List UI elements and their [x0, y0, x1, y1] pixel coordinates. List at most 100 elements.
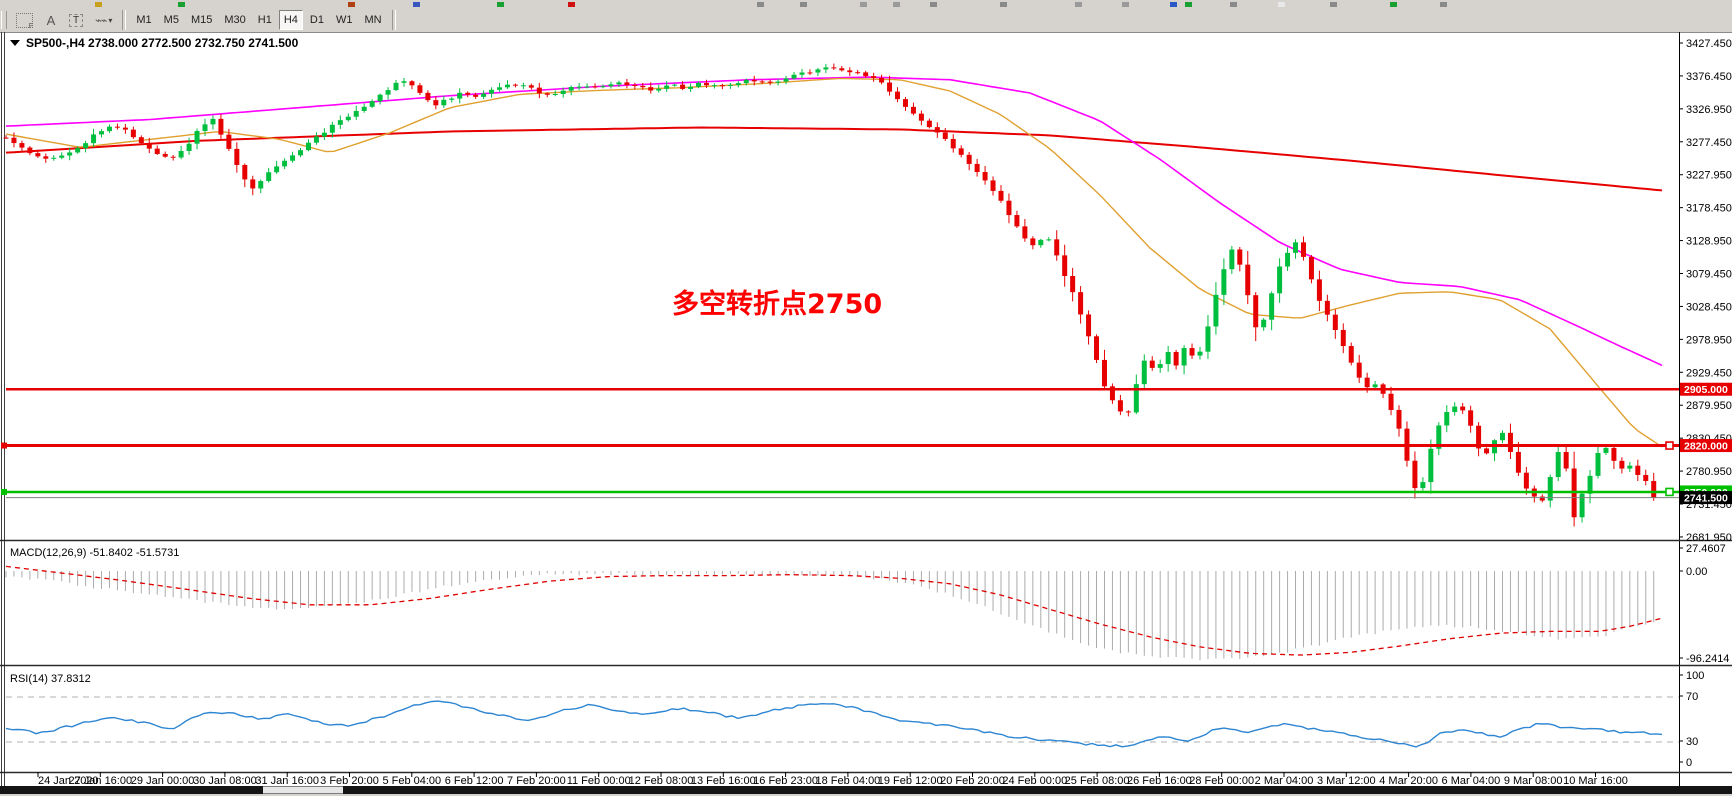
- level-handle-right[interactable]: [1665, 441, 1674, 450]
- time-axis-label[interactable]: 6 Feb 12:00: [445, 775, 504, 787]
- toolbar-icon-partial[interactable]: [95, 2, 102, 7]
- toolbar-icon-partial[interactable]: [1075, 2, 1082, 7]
- timeframe-button-d1[interactable]: D1: [309, 14, 324, 26]
- toolbar-icon-partial[interactable]: [1330, 2, 1337, 7]
- time-axis-label[interactable]: 27 Jan 16:00: [68, 775, 132, 787]
- toolbar-icon-partial[interactable]: [1390, 2, 1397, 7]
- text-a-icon: A: [46, 12, 56, 28]
- time-axis-label[interactable]: 28 Feb 00:00: [1189, 775, 1254, 787]
- time-axis-label[interactable]: 4 Mar 20:00: [1379, 775, 1438, 787]
- level-handle-left[interactable]: [1, 488, 7, 495]
- time-axis-label[interactable]: 5 Feb 04:00: [382, 775, 441, 787]
- time-axis-label[interactable]: 12 Feb 08:00: [629, 775, 694, 787]
- toolbar-icon-partial[interactable]: [860, 2, 867, 7]
- time-axis-label[interactable]: 9 Mar 08:00: [1504, 775, 1563, 787]
- toolbar-icon-partial[interactable]: [1122, 2, 1129, 7]
- toolbar-icon-partial[interactable]: [800, 2, 807, 7]
- toolbar-icon-partial[interactable]: [178, 2, 185, 7]
- candle-body: [1348, 346, 1354, 363]
- time-axis-label[interactable]: 16 Feb 23:00: [753, 775, 818, 787]
- candle-body: [1006, 200, 1012, 216]
- time-axis-label[interactable]: 3 Feb 20:00: [320, 775, 379, 787]
- toolbar-icon-partial[interactable]: [1000, 2, 1007, 7]
- time-axis-label[interactable]: 20 Feb 20:00: [940, 775, 1005, 787]
- text-label-button[interactable]: T: [64, 10, 88, 30]
- time-axis-label[interactable]: 11 Feb 00:00: [567, 775, 631, 787]
- time-axis-label[interactable]: 13 Feb 16:00: [691, 775, 756, 787]
- timeframe-button-mn[interactable]: MN: [364, 14, 382, 26]
- candle-body: [1285, 252, 1291, 267]
- candle-body: [719, 85, 725, 87]
- candle-body: [162, 153, 168, 157]
- candle-body: [839, 68, 845, 71]
- ma-mid-magenta: [5, 76, 1663, 367]
- timeframe-button-w1[interactable]: W1: [335, 14, 353, 26]
- crosshair-grid-button[interactable]: [11, 10, 38, 30]
- toolbar-icon-partial[interactable]: [893, 2, 900, 7]
- candle-body: [345, 116, 351, 121]
- time-axis-label[interactable]: 25 Feb 08:00: [1065, 775, 1130, 787]
- time-axis-label[interactable]: 18 Feb 04:00: [815, 775, 880, 787]
- timeframe-button-m30[interactable]: M30: [224, 14, 246, 26]
- candle-body: [35, 153, 41, 157]
- time-axis-label[interactable]: 6 Mar 04:00: [1442, 775, 1501, 787]
- candle-body: [1046, 239, 1052, 241]
- candle-body: [775, 81, 781, 83]
- time-axis-label[interactable]: 24 Jan 2020: [38, 775, 99, 787]
- timeframe-button-m15[interactable]: M15: [190, 14, 213, 26]
- time-axis-label[interactable]: 3 Mar 12:00: [1317, 775, 1376, 787]
- candle-body: [1189, 348, 1195, 356]
- candle-body: [1436, 425, 1442, 449]
- candle-body: [1507, 432, 1513, 452]
- line-styles-icon: ⌁⌁: [95, 14, 107, 27]
- level-handle-left[interactable]: [1, 442, 7, 449]
- time-axis-label[interactable]: 10 Mar 16:00: [1563, 775, 1628, 787]
- toolbar-icon-partial[interactable]: [930, 2, 937, 7]
- toolbar-icon-partial[interactable]: [1440, 2, 1447, 7]
- timeframe-button-h1[interactable]: H1: [257, 14, 272, 26]
- timeframe-button-h4[interactable]: H4: [278, 10, 303, 30]
- toolbar-icon-partial[interactable]: [1278, 2, 1285, 7]
- candle-body: [799, 72, 805, 75]
- time-axis-label[interactable]: 29 Jan 00:00: [131, 775, 195, 787]
- chart-bg: [0, 32, 1732, 796]
- candle-body: [990, 180, 996, 191]
- time-axis-label[interactable]: 30 Jan 08:00: [193, 775, 257, 787]
- toolbar-icon-partial[interactable]: [1230, 2, 1237, 7]
- line-styles-button[interactable]: ⌁⌁ ▾: [90, 10, 117, 30]
- time-axis-label[interactable]: 7 Feb 20:00: [507, 775, 566, 787]
- quick-nav-arrow-icon[interactable]: [10, 40, 20, 46]
- candle-body: [457, 92, 463, 99]
- timeframe-button-m1[interactable]: M1: [136, 14, 152, 26]
- insert-text-button[interactable]: A: [40, 10, 62, 30]
- candle-body: [918, 113, 924, 121]
- toolbar-icon-partial[interactable]: [757, 2, 764, 7]
- toolbar-icon-partial[interactable]: [348, 2, 355, 7]
- time-axis-label[interactable]: 19 Feb 12:00: [878, 775, 943, 787]
- toolbar-icon-partial[interactable]: [1185, 2, 1192, 7]
- chart-canvas[interactable]: 3427.450 3376.450 3326.950 3277.450 3227.950…: [0, 32, 1732, 796]
- hscrollbar-thumb[interactable]: [263, 786, 343, 794]
- time-axis-label[interactable]: 31 Jan 16:00: [255, 775, 319, 787]
- toolbar-icon-partial[interactable]: [497, 2, 504, 7]
- toolbar-icon-partial[interactable]: [1170, 2, 1177, 7]
- chart-annotation-text[interactable]: 多空转折点2750: [672, 289, 883, 320]
- price-axis[interactable]: 3427.450 3376.450 3326.950 3277.450 3227.950…: [1679, 38, 1732, 544]
- candle-body: [1396, 409, 1402, 429]
- level-handle-right[interactable]: [1665, 487, 1674, 497]
- candle-body: [1587, 475, 1593, 494]
- rsi-label: RSI(14) 37.8312: [10, 673, 91, 685]
- timeframe-button-m5[interactable]: M5: [163, 14, 179, 26]
- horizontal-level-lines[interactable]: [1, 387, 1679, 499]
- toolbar-icon-partial[interactable]: [568, 2, 575, 7]
- candle-body: [1133, 384, 1139, 413]
- toolbar-grip[interactable]: [1, 11, 7, 29]
- time-axis-label[interactable]: 2 Mar 04:00: [1255, 775, 1314, 787]
- toolbar-main: A T ⌁⌁ ▾ M1 M5 M15 M30 H1 H4 D1 W1 MN: [0, 8, 1732, 32]
- candle-body: [608, 84, 614, 87]
- time-axis-label[interactable]: 26 Feb 16:00: [1127, 775, 1192, 787]
- toolbar-icon-partial[interactable]: [413, 2, 420, 7]
- time-axis-label[interactable]: 24 Feb 00:00: [1002, 775, 1067, 787]
- chart-title: SP500-,H4 2738.000 2772.500 2732.750 274…: [26, 36, 299, 50]
